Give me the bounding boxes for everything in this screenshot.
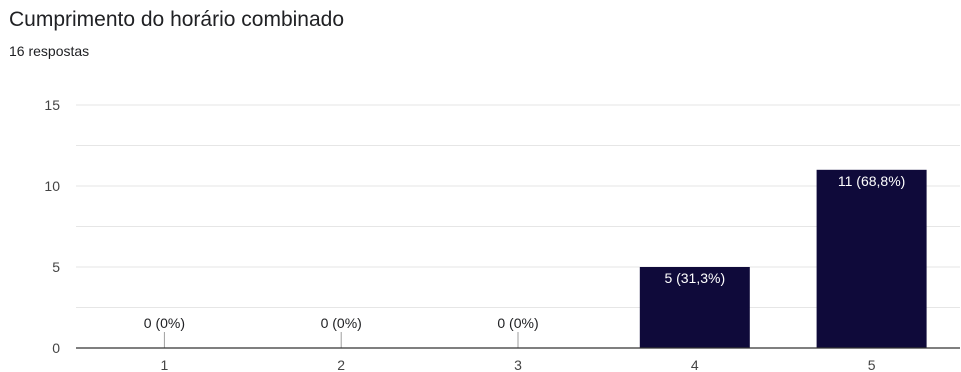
x-tick-label: 4 <box>691 357 699 372</box>
data-label: 5 (31,3%) <box>664 270 725 286</box>
data-label: 0 (0%) <box>321 315 362 331</box>
bar <box>639 267 750 348</box>
chart-title: Cumprimento do horário combinado <box>9 8 345 31</box>
x-tick-label: 2 <box>337 357 345 372</box>
y-tick-label: 5 <box>52 259 60 275</box>
x-tick-label: 1 <box>161 357 169 372</box>
x-tick-label: 5 <box>868 357 876 372</box>
data-label: 11 (68,8%) <box>838 173 905 189</box>
response-count: 16 respostas <box>9 43 90 59</box>
data-label: 0 (0%) <box>497 315 538 331</box>
y-tick-label: 0 <box>52 340 60 356</box>
data-label: 0 (0%) <box>144 315 185 331</box>
y-tick-label: 15 <box>44 97 60 113</box>
y-tick-label: 10 <box>44 178 60 194</box>
bar <box>816 169 927 348</box>
x-tick-label: 3 <box>514 357 522 372</box>
